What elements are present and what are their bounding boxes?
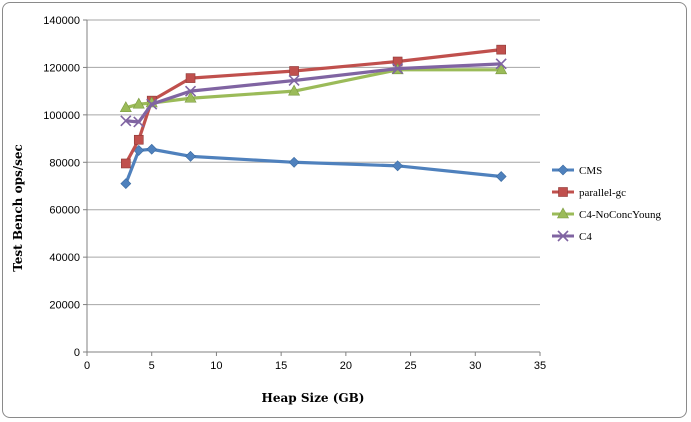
marker-stroke [392,63,404,75]
data-point-parallel-gc [289,66,299,76]
x-tick-label: 10 [210,360,222,372]
data-point-cms [288,156,300,168]
data-point-c4 [120,115,132,127]
x-tick-label: 35 [534,360,546,372]
axes: 0 20000 40000 60000 80000 100000 120000 140000 0… [43,15,546,372]
legend-item-c4: C4 [552,230,592,243]
y-tick-label: 40000 [49,252,80,264]
y-tick-label: 0 [74,347,80,359]
series-line-c4 [125,62,502,124]
y-tick-label: 60000 [49,205,80,217]
legend-swatch-marker [557,230,569,242]
data-point-c4-noconcyoung [119,101,132,113]
data-point-c4-noconcyoung [184,91,197,103]
marker-stroke [184,85,197,97]
legend-item-c4-noconcyoung: C4-NoConcYoung [552,207,662,221]
legend-item-cms: CMS [552,164,602,177]
data-point-parallel-gc [185,73,196,83]
y-tick-label: 100000 [43,110,80,122]
x-tick-label: 0 [84,360,90,372]
data-point-cms [185,150,196,162]
legend-swatch-marker [557,164,569,176]
marker-stroke [120,115,132,127]
marker-stroke [288,74,300,87]
marker-stroke [133,116,145,128]
data-point-c4 [133,116,145,128]
legend-swatch-marker [556,207,570,219]
series-line-c4-noconcyoung [125,68,502,110]
data-point-cms [495,171,507,182]
x-tick-label: 15 [275,360,287,372]
data-point-c4-noconcyoung [495,63,508,75]
x-tick-label: 20 [340,360,352,372]
y-tick-label: 80000 [49,157,80,169]
legend: CMS parallel-gc C4-NoConcYoung C4 [552,164,662,243]
y-tick-label: 120000 [43,62,80,74]
x-tick-label: 5 [149,360,155,372]
data-point-c4 [146,98,158,110]
data-point-parallel-gc [133,134,144,145]
data-point-cms [120,178,132,190]
legend-label: C4-NoConcYoung [579,209,662,221]
series-line-cms [124,147,502,185]
data-point-parallel-gc [121,158,131,169]
marker-stroke [146,98,158,110]
y-axis-title: Test Bench ops/sec [11,144,25,272]
data-point-cms [392,160,404,172]
x-axis-title: Heap Size (GB) [262,391,365,405]
data-point-c4 [495,58,507,70]
y-tick-label: 140000 [43,15,80,27]
data-point-c4-noconcyoung [132,97,145,109]
data-point-parallel-gc [496,44,506,55]
marker-stroke [557,230,569,242]
data-point-c4-noconcyoung [288,84,301,96]
legend-label: C4 [579,231,592,243]
legend-label: parallel-gc [579,187,626,199]
marker-stroke [495,58,507,70]
data-point-cms [146,143,158,155]
legend-swatch-marker [558,187,568,197]
x-tick-label: 25 [404,360,416,372]
series-lines [119,44,508,190]
x-tick-label: 30 [469,360,481,372]
legend-label: CMS [579,165,602,177]
data-point-c4 [392,63,404,75]
y-tick-label: 20000 [49,300,80,312]
legend-item-parallel-gc: parallel-gc [552,187,626,199]
data-point-c4 [184,85,197,97]
data-point-c4 [288,74,300,87]
gridlines [87,19,540,306]
